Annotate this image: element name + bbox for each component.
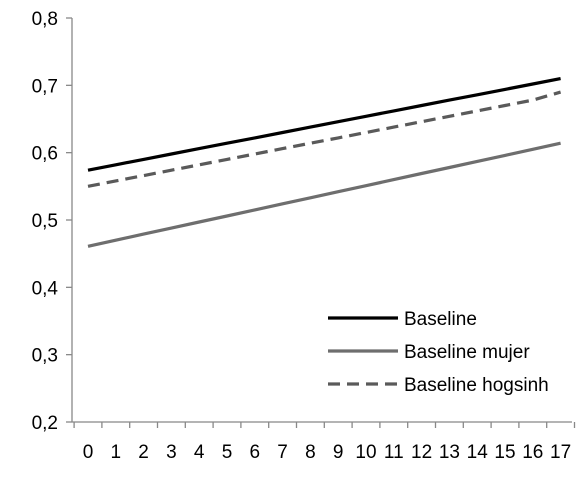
x-tick-label: 6 — [250, 442, 261, 463]
x-tick-label: 11 — [384, 442, 404, 463]
y-tick-label: 0,3 — [32, 346, 58, 367]
x-tick-label: 4 — [194, 442, 205, 463]
x-tick-label: 1 — [111, 442, 122, 463]
series-lines — [87, 77, 562, 248]
x-tick-label: 7 — [277, 442, 288, 463]
legend-label-1: Baseline — [404, 309, 477, 330]
x-tick-label: 17 — [550, 442, 571, 463]
x-tick-label: 8 — [305, 442, 316, 463]
y-tick-label: 0,2 — [32, 413, 58, 434]
y-tick-label: 0,6 — [32, 144, 58, 165]
x-tick-label: 3 — [166, 442, 177, 463]
x-tick-label: 0 — [83, 442, 94, 463]
y-tick-label: 0,7 — [32, 76, 58, 97]
y-tick-label: 0,4 — [32, 278, 59, 299]
x-tick-label: 5 — [222, 442, 233, 463]
legend-label-2: Baseline mujer — [404, 342, 530, 363]
y-tick-label: 0,5 — [32, 211, 58, 232]
x-tick-label: 14 — [467, 442, 489, 463]
legend: Baseline Baseline mujer Baseline hogsinh — [328, 309, 549, 396]
series-line-1 — [87, 77, 561, 172]
series-line-2 — [87, 141, 561, 248]
x-tick-label: 10 — [355, 442, 376, 463]
x-tick-label: 2 — [138, 442, 149, 463]
x-tick-label: 15 — [494, 442, 515, 463]
legend-label-3: Baseline hogsinh — [404, 375, 549, 396]
x-tick-label: 9 — [333, 442, 344, 463]
axes: 0,20,30,40,50,60,70,80 1 2 3 4 5 6 7 8 9 10 11 12 13 1… — [32, 9, 576, 463]
x-tick-label: 13 — [439, 442, 460, 463]
y-tick-label: 0,8 — [32, 9, 58, 30]
x-tick-label: 16 — [522, 442, 543, 463]
series-line-3 — [87, 90, 562, 188]
x-tick-label: 12 — [411, 442, 432, 463]
